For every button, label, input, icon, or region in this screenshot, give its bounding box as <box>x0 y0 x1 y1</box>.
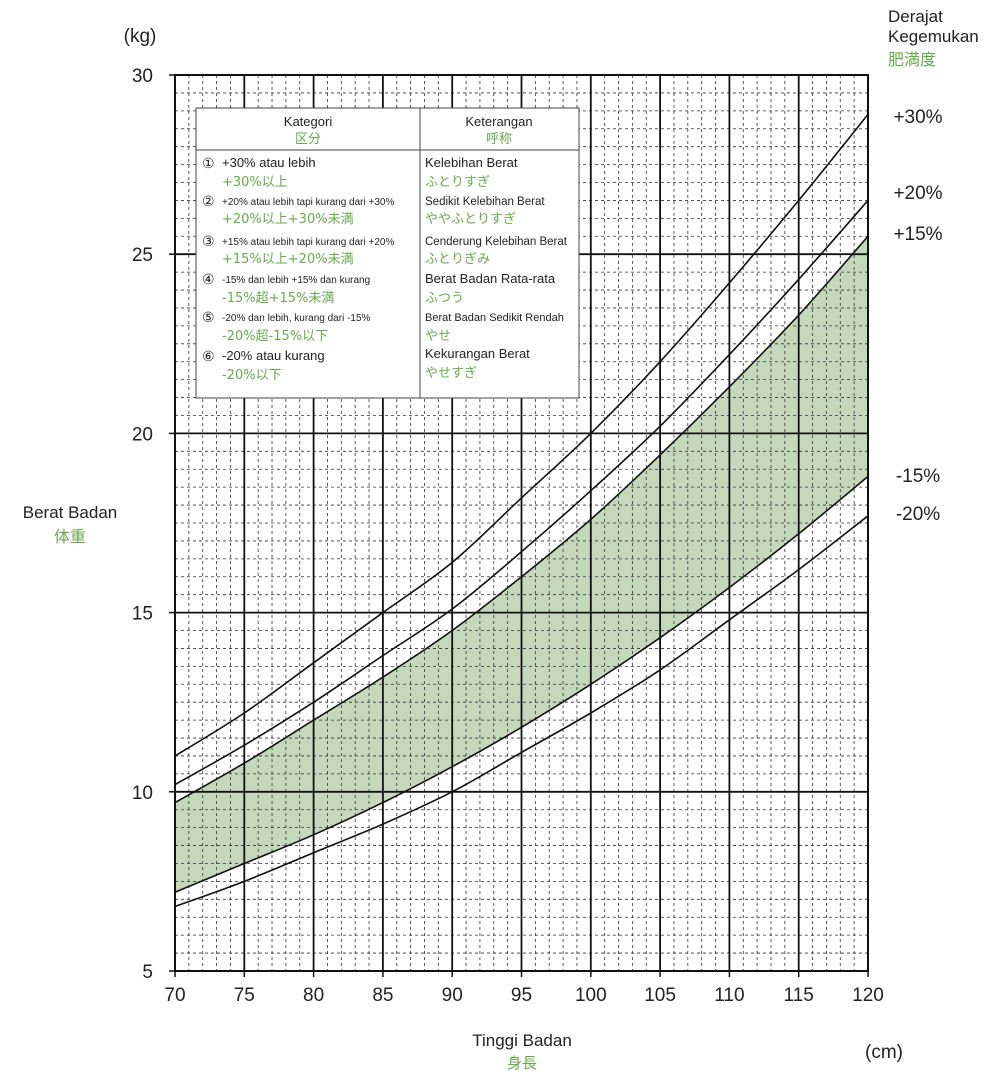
x-tick-label: 85 <box>372 985 393 1006</box>
x-tick-label: 115 <box>784 985 814 1006</box>
x-tick-label: 105 <box>644 985 676 1006</box>
percentile-curves <box>175 113 868 908</box>
right-title-line1: Derajat <box>888 7 943 26</box>
legend-marker: ⑥ <box>202 348 215 364</box>
curve-minus-20pct <box>175 515 868 908</box>
legend-header-name: Keterangan <box>465 114 532 129</box>
legend-marker: ④ <box>202 271 215 287</box>
legend-name-jp: ふつう <box>425 291 464 306</box>
legend-category-jp: -15%超+15%未満 <box>222 291 334 306</box>
series-label: -15% <box>896 466 940 487</box>
x-tick-label: 100 <box>575 985 607 1006</box>
series-label: +30% <box>893 107 942 128</box>
x-tick-label: 90 <box>442 985 463 1006</box>
y-tick-label: 15 <box>132 604 153 625</box>
legend-header-name-jp: 呼称 <box>486 132 512 147</box>
legend-category: +30% atau lebih <box>222 155 316 170</box>
legend-category: -20% atau kurang <box>222 348 325 363</box>
y-tick-label: 30 <box>132 66 153 87</box>
y-axis-title-jp: 体重 <box>54 527 86 546</box>
x-tick-label: 70 <box>164 985 185 1006</box>
legend-name: Berat Badan Rata-rata <box>425 271 556 286</box>
legend-name: Berat Badan Sedikit Rendah <box>425 312 564 324</box>
series-label: +20% <box>893 183 942 204</box>
legend-category-jp: -20%超-15%以下 <box>222 329 328 344</box>
legend-category: -20% dan lebih, kurang dari -15% <box>222 313 371 324</box>
legend-category-jp: -20%以下 <box>222 368 282 383</box>
y-tick-label: 25 <box>132 245 153 266</box>
legend-name-jp: ふとりぎみ <box>425 252 490 267</box>
x-tick-label: 80 <box>303 985 324 1006</box>
series-label: -20% <box>896 504 940 525</box>
y-tick-label: 10 <box>132 783 153 804</box>
legend-marker: ③ <box>202 233 215 249</box>
y-unit-label: (kg) <box>124 26 157 47</box>
legend-header-category-jp: 区分 <box>295 132 321 147</box>
x-unit-label: (cm) <box>865 1042 903 1063</box>
legend-table: Kategori 区分 Keterangan 呼称 ① +30% atau le… <box>195 107 580 399</box>
series-labels: +30% +20% +15% -15% -20% <box>893 107 942 525</box>
legend-marker: ① <box>202 155 215 171</box>
curve-plusminus-20pct <box>175 199 868 786</box>
x-axis-title: Tinggi Badan <box>472 1031 572 1050</box>
legend-name: Kelebihan Berat <box>425 155 518 170</box>
x-tick-label: 95 <box>511 985 532 1006</box>
x-tick-label: 120 <box>852 985 884 1006</box>
right-title-line2: Kegemukan <box>888 27 979 46</box>
series-label: +15% <box>893 224 942 245</box>
legend-category-jp: +30%以上 <box>222 175 288 190</box>
right-title-jp: 肥満度 <box>888 50 936 69</box>
legend-name-jp: ややふとりすぎ <box>425 212 516 227</box>
legend-name-jp: ふとりすぎ <box>425 175 490 190</box>
legend-category: +15% atau lebih tapi kurang dari +20% <box>222 237 394 248</box>
x-tick-label: 75 <box>234 985 255 1006</box>
curve-plusminus-15pct <box>175 235 868 804</box>
legend-category-jp: +20%以上+30%未満 <box>222 212 354 227</box>
y-tick-label: 20 <box>132 424 153 445</box>
legend-header-category: Kategori <box>284 114 333 129</box>
curve-plusminus-30pct <box>175 113 868 757</box>
x-tick-label: 110 <box>714 985 744 1006</box>
y-axis-title: Berat Badan <box>23 503 118 522</box>
legend-name: Sedikit Kelebihan Berat <box>425 196 545 208</box>
legend-marker: ⑤ <box>202 309 215 325</box>
normal-range-band <box>175 236 868 893</box>
legend-name: Cenderung Kelebihan Berat <box>425 236 568 248</box>
band-fill <box>175 236 868 893</box>
legend-category: -15% dan lebih +15% dan kurang <box>222 275 370 286</box>
legend-name-jp: やせすぎ <box>425 366 477 381</box>
legend-category: +20% atau lebih tapi kurang dari +30% <box>222 197 394 208</box>
axis-ticks: 70 75 80 85 90 95 100 105 110 115 120 5 10 15 20 25 30 <box>132 66 884 1006</box>
legend-name-jp: やせ <box>425 329 451 344</box>
legend-category-jp: +15%以上+20%未満 <box>222 252 354 267</box>
legend-name: Kekurangan Berat <box>425 346 530 361</box>
x-axis-title-jp: 身長 <box>507 1054 537 1072</box>
legend-marker: ② <box>202 193 215 209</box>
curve-minus-15pct <box>175 475 868 893</box>
y-tick-label: 5 <box>142 962 153 983</box>
